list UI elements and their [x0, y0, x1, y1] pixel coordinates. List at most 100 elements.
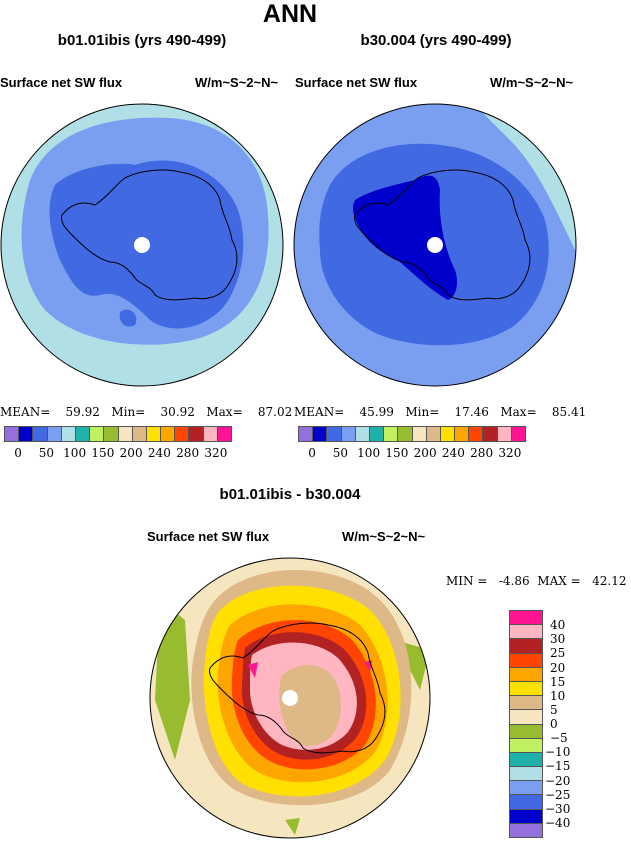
- colorbar-tick-label: −10: [545, 745, 571, 760]
- colorbar-tick-label: 5: [550, 702, 558, 717]
- colorbar-box: [299, 427, 314, 441]
- colorbar-box: [455, 427, 470, 441]
- panel3-stats: MIN = -4.86 MAX = 42.12: [446, 574, 626, 588]
- colorbar-box: [510, 781, 542, 796]
- colorbar-box: [369, 427, 385, 441]
- colorbar-box: [510, 724, 542, 739]
- colorbar-box: [497, 427, 512, 441]
- colorbar-tick-label: 200: [119, 446, 143, 460]
- colorbar-tick-label: 0: [14, 446, 22, 460]
- panel3-min: -4.86: [498, 574, 530, 588]
- colorbar-box: [469, 427, 484, 441]
- colorbar-tick-label: 20: [550, 660, 566, 675]
- map2-border: [293, 103, 577, 387]
- panel3-max-label: MAX =: [537, 574, 581, 588]
- colorbar-tick-label: 30: [550, 632, 566, 647]
- colorbar-box: [61, 427, 76, 441]
- colorbar-box: [511, 427, 525, 441]
- colorbar-tick-label: 25: [550, 646, 566, 661]
- colorbar-box: [398, 427, 413, 441]
- panel2-mean: 45.99: [359, 405, 394, 419]
- colorbar-box: [146, 427, 162, 441]
- colorbar-box: [189, 427, 204, 441]
- panel1-title: b01.01ibis (yrs 490-499): [57, 32, 227, 49]
- colorbar-tick-label: 240: [441, 446, 465, 460]
- main-title: ANN: [262, 0, 318, 28]
- panel1-units: W/m~S~2~N~: [195, 75, 279, 90]
- colorbar-box: [510, 738, 542, 753]
- map1-coastline: [61, 169, 238, 301]
- panel1-max: 87.02: [257, 405, 293, 419]
- colorbar-box: [510, 795, 542, 810]
- panel2-max-label: Max=: [500, 405, 537, 419]
- colorbar-box: [510, 625, 542, 640]
- colorbar-box: [161, 427, 176, 441]
- panel1-mean-label: MEAN=: [0, 405, 51, 419]
- panel2-min: 17.46: [454, 405, 489, 419]
- colorbar-box: [355, 427, 370, 441]
- panel3-units: W/m~S~2~N~: [342, 529, 426, 544]
- colorbar-tick-label: −40: [545, 815, 571, 830]
- colorbar-tick-label: 320: [204, 446, 228, 460]
- colorbar-tick-label: 40: [550, 618, 566, 633]
- colorbar-box: [5, 427, 20, 441]
- map2-pole-hole: [427, 237, 443, 253]
- colorbar-box: [384, 427, 399, 441]
- colorbar-box: [510, 809, 542, 824]
- colorbar-tick-label: 200: [413, 446, 437, 460]
- colorbar-box: [75, 427, 91, 441]
- colorbar-box: [510, 653, 542, 668]
- colorbar-box: [510, 710, 542, 725]
- colorbar-box: [440, 427, 456, 441]
- colorbar-box: [510, 823, 542, 837]
- colorbar-box: [47, 427, 62, 441]
- panel3-title: b01.01ibis - b30.004: [219, 486, 361, 503]
- colorbar-box: [426, 427, 441, 441]
- colorbar-tick-label: 320: [498, 446, 522, 460]
- colorbar-tick-label: 15: [550, 674, 566, 689]
- colorbar-box: [175, 427, 190, 441]
- colorbar-box: [19, 427, 34, 441]
- panel1-mean: 59.92: [65, 405, 100, 419]
- colorbar-box: [510, 696, 542, 711]
- colorbar-tick-label: 100: [357, 446, 381, 460]
- colorbar-tick-label: −30: [545, 801, 571, 816]
- colorbar-tick-label: 240: [147, 446, 171, 460]
- colorbar-box: [510, 752, 542, 768]
- colorbar-tick-label: 0: [550, 717, 558, 731]
- panel3-max: 42.12: [592, 574, 627, 588]
- colorbar-tick-label: 50: [332, 446, 349, 460]
- colorbar-tick-label: 100: [63, 446, 87, 460]
- map1-pole-hole: [134, 237, 150, 253]
- panel3-variable-label: Surface net SW flux: [147, 529, 270, 544]
- map3-field: [150, 558, 430, 838]
- panel2-max: 85.41: [551, 405, 587, 419]
- panel2-colorbar: [298, 426, 526, 442]
- colorbar-box: [510, 767, 542, 782]
- panel2-mean-label: MEAN=: [294, 405, 345, 419]
- colorbar-tick-label: −20: [545, 773, 571, 788]
- colorbar-box: [217, 427, 231, 441]
- panel2-stats: MEAN= 45.99 Min= 17.46 Max= 85.41: [294, 405, 586, 419]
- colorbar-box: [412, 427, 427, 441]
- panel2-units: W/m~S~2~N~: [490, 75, 574, 90]
- colorbar-box: [118, 427, 133, 441]
- colorbar-box: [341, 427, 356, 441]
- panel2-variable-label: Surface net SW flux: [295, 75, 418, 90]
- map3-pole-hole: [282, 690, 298, 706]
- colorbar-box: [132, 427, 147, 441]
- panel1-max-label: Max=: [206, 405, 243, 419]
- colorbar-tick-label: −25: [545, 787, 571, 802]
- colorbar-tick-label: 150: [385, 446, 409, 460]
- panel3-min-label: MIN =: [446, 574, 488, 588]
- colorbar-box: [104, 427, 119, 441]
- panel1-stats: MEAN= 59.92 Min= 30.92 Max= 87.02: [0, 405, 292, 419]
- colorbar-tick-label: −15: [545, 759, 571, 774]
- panel1-variable-label: Surface net SW flux: [0, 75, 123, 90]
- colorbar-tick-label: 280: [176, 446, 200, 460]
- colorbar-box: [90, 427, 105, 441]
- colorbar-tick-label: 280: [470, 446, 494, 460]
- colorbar-tick-label: −5: [550, 731, 568, 746]
